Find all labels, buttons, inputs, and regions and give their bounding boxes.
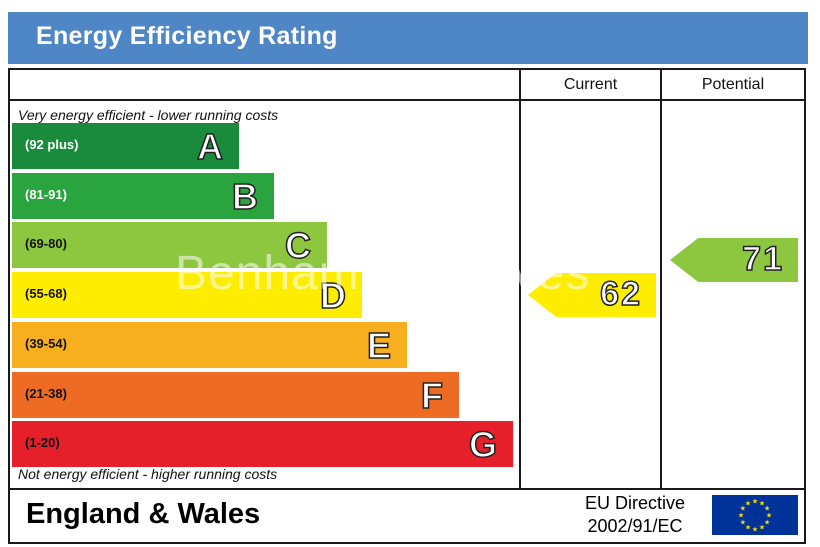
band-range: (69-80) [25, 236, 67, 252]
band-letter: A [196, 125, 224, 168]
chart-title: Energy Efficiency Rating [36, 22, 338, 50]
band-d: (55-68) D [12, 272, 362, 319]
footer-divider [8, 488, 806, 490]
flag-star-icon: ★ [745, 524, 751, 532]
flag-star-icon: ★ [740, 519, 746, 527]
eu-flag-icon: ★ ★★★★★★★★★★★ [712, 495, 798, 535]
band-f: (21-38) F [12, 371, 459, 418]
flag-star-icon: ★ [766, 512, 772, 520]
flag-star-icon: ★ [740, 505, 746, 513]
flag-star-icon: ★ [764, 505, 770, 513]
current-column-divider [519, 68, 521, 490]
potential-rating-arrow: 71 [670, 238, 798, 282]
bottom-caption: Not energy efficient - higher running co… [18, 466, 278, 482]
band-letter: B [231, 175, 259, 218]
band-c: (69-80) C [12, 222, 327, 269]
potential-column-header: Potential [701, 76, 765, 93]
eu-directive: EU Directive 2002/91/EC [560, 492, 710, 538]
band-b: (81-91) B [12, 172, 274, 219]
flag-star-icon: ★ [738, 512, 744, 520]
band-range: (21-38) [25, 385, 67, 401]
band-letter: D [319, 274, 347, 317]
band-e: (39-54) E [12, 321, 407, 368]
current-rating-value: 62 [599, 274, 642, 314]
current-rating-arrow: 62 [528, 273, 656, 317]
rating-frame [8, 68, 806, 544]
potential-column-divider [660, 68, 662, 490]
band-g: (1-20) G [12, 421, 513, 468]
band-letter: F [420, 374, 444, 417]
top-caption: Very energy efficient - lower running co… [18, 107, 279, 123]
directive-line-1: EU Directive [584, 493, 686, 513]
band-letter: C [284, 225, 312, 268]
potential-rating-value: 71 [741, 239, 784, 279]
country-label: England & Wales [26, 498, 261, 530]
band-letter: G [468, 423, 498, 466]
band-range: (39-54) [25, 335, 67, 351]
flag-star-icon: ★ [759, 524, 765, 532]
directive-line-2: 2002/91/EC [587, 516, 683, 536]
header-divider [8, 99, 806, 101]
flag-star-icon: ★ [752, 526, 758, 534]
current-column-header: Current [563, 76, 618, 93]
band-range: (81-91) [25, 186, 67, 202]
flag-star-icon: ★ [752, 498, 758, 506]
flag-star-icon: ★ [764, 519, 770, 527]
flag-star-icon: ★ [745, 499, 751, 507]
flag-star-icon: ★ [759, 499, 765, 507]
title-bar: Energy Efficiency Rating [8, 12, 808, 64]
band-range: (55-68) [25, 286, 67, 302]
band-letter: E [366, 324, 392, 367]
band-a: (92 plus) A [12, 123, 239, 169]
band-range: (92 plus) [25, 137, 79, 152]
band-range: (1-20) [25, 435, 60, 451]
